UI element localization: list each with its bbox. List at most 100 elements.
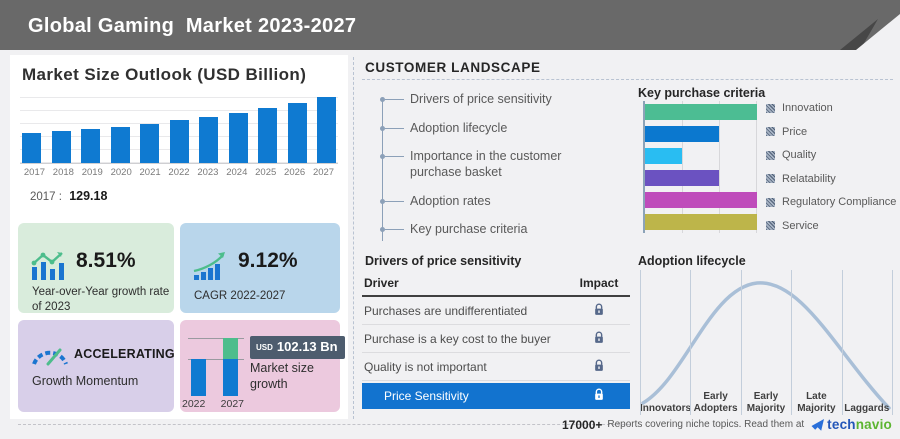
mini-bar-2022 [191, 358, 206, 396]
year-tick-label: 2018 [52, 167, 74, 178]
market-bar-2027 [317, 97, 336, 163]
legend-item: Service [766, 220, 896, 232]
market-bars [20, 97, 338, 163]
year-tick-label: 2017 [23, 167, 46, 178]
adoption-lifecycle-title: Adoption lifecycle [638, 254, 746, 268]
year-tick-label: 2027 [312, 167, 335, 178]
column-driver: Driver [364, 276, 399, 290]
market-bar-2019 [81, 129, 100, 163]
cagr-value: 9.12% [238, 249, 298, 272]
legend-label: Quality [782, 149, 817, 162]
market-size-card: Market Size Outlook (USD Billion) 2017 20… [10, 55, 348, 419]
mini-year-2022: 2022 [182, 398, 206, 410]
adoption-lifecycle-labels: Innovators Early Adopters Early Majority La… [640, 391, 892, 414]
kpc-bar-innovation [645, 104, 757, 120]
footer-dashed-separator [18, 424, 630, 425]
kpc-bar-relatability [645, 170, 719, 186]
bar-trend-icon [31, 252, 64, 280]
price-sensitivity-table: Driver Impact Purchases are undifferenti… [362, 276, 630, 409]
lock-icon [568, 359, 630, 375]
speedometer-icon [32, 348, 68, 366]
reference-line [188, 338, 244, 339]
legend-label: Price [782, 125, 808, 138]
customer-landscape-list: Drivers of price sensitivity Adoption lif… [380, 92, 617, 251]
legend-hatch-marker [766, 127, 775, 137]
market-bar-2018 [51, 131, 71, 163]
gridline [690, 270, 692, 415]
price-sensitivity-row: Price Sensitivity [362, 383, 630, 409]
growth-segment [223, 338, 238, 359]
cagr-label: CAGR 2022-2027 [194, 290, 286, 302]
market-bar-2017 [22, 133, 41, 163]
customer-landscape-item: Key purchase criteria [380, 222, 610, 238]
market-size-title: Market Size Outlook (USD Billion) [22, 65, 307, 84]
kpc-bar-quality [645, 148, 682, 164]
gridline [841, 270, 843, 415]
growth-label: Market size growth [250, 361, 314, 392]
gridline [681, 101, 683, 233]
technavio-logo[interactable]: tech navio [811, 417, 892, 432]
market-bar-2023 [199, 116, 218, 163]
vertical-dashed-separator [353, 57, 354, 419]
legend-item: Regulatory Compliance [766, 196, 896, 208]
footer: 17000+ Reports covering niche topics. Re… [562, 417, 892, 432]
market-year-axis: 2017 2018 2019 2020 2021 2022 2023 2024 2025 2026… [20, 167, 338, 178]
market-size-bar-chart [20, 97, 338, 164]
currency-label: USD [256, 342, 273, 352]
cagr-box: 9.12% CAGR 2022-2027 [180, 223, 340, 313]
base-year-value: 2017 : 129.18 [30, 189, 107, 203]
gridline [892, 270, 893, 415]
customer-landscape-item: Adoption lifecycle [380, 121, 610, 137]
lifecycle-stage-label: Early Majority [746, 391, 786, 414]
growth-amount: 102.13 Bn [276, 339, 338, 354]
market-bar-2020 [110, 126, 130, 163]
customer-landscape-item: Importance in the customer purchase bask… [380, 149, 610, 180]
market-size-growth-box: 2022 2027 USD 102.13 Bn Market size growt… [180, 320, 345, 412]
page-title: Global Gaming Market 2023-2027 [28, 15, 357, 37]
year-tick-label: 2026 [284, 167, 306, 178]
legend-item: Price [766, 126, 896, 138]
market-bar-2024 [228, 112, 248, 163]
price-sensitivity-title: Drivers of price sensitivity [365, 254, 522, 268]
lock-icon [568, 303, 630, 319]
header-banner: Global Gaming Market 2023-2027 [0, 0, 900, 50]
year-tick-label: 2021 [139, 167, 161, 178]
list-connector-line [382, 100, 383, 241]
bell-curve [641, 281, 891, 410]
year-tick-label: 2024 [226, 167, 248, 178]
growth-arrow-bars-icon [193, 252, 225, 280]
lock-icon [568, 388, 630, 404]
legend-item: Quality [766, 149, 896, 161]
kpc-bar-service [645, 214, 757, 230]
momentum-label: Growth Momentum [32, 374, 139, 388]
legend-hatch-marker [766, 197, 775, 207]
footer-text: Reports covering niche topics. Read them… [607, 419, 805, 430]
growth-mini-chart [188, 338, 244, 396]
lifecycle-stage-label: Innovators [640, 402, 692, 414]
year-tick-label: 2023 [197, 167, 219, 178]
adoption-lifecycle-chart: Innovators Early Adopters Early Majority La… [640, 270, 893, 415]
lifecycle-stage-label: Laggards [844, 402, 890, 414]
momentum-value: ACCELERATING [74, 347, 175, 361]
paper-plane-icon [811, 418, 825, 431]
legend-hatch-marker [766, 150, 775, 160]
customer-landscape-item: Adoption rates [380, 194, 610, 210]
driver-cell: Purchase is a key cost to the buyer [364, 331, 551, 346]
growth-momentum-box: ACCELERATING Growth Momentum [18, 320, 175, 412]
legend-label: Relatability [782, 172, 836, 185]
year-tick-label: 2020 [110, 167, 132, 178]
driver-cell: Purchases are undifferentiated [364, 303, 528, 318]
mini-bar-2027 [223, 338, 238, 396]
kpc-bar-regulatory-compliance [645, 192, 757, 208]
reference-line [188, 358, 244, 360]
market-bar-2025 [258, 108, 277, 163]
base-segment [223, 358, 238, 396]
yoy-growth-box: 8.51% Year-over-Year growth rate of 2023 [18, 223, 174, 313]
legend-item: Relatability [766, 173, 896, 185]
gridline [718, 101, 720, 233]
legend-label: Service [782, 219, 819, 232]
table-header-row: Driver Impact [362, 276, 630, 297]
driver-cell: Quality is not important [364, 359, 487, 374]
market-bar-2026 [287, 103, 307, 163]
base-year-number: 129.18 [69, 189, 108, 203]
